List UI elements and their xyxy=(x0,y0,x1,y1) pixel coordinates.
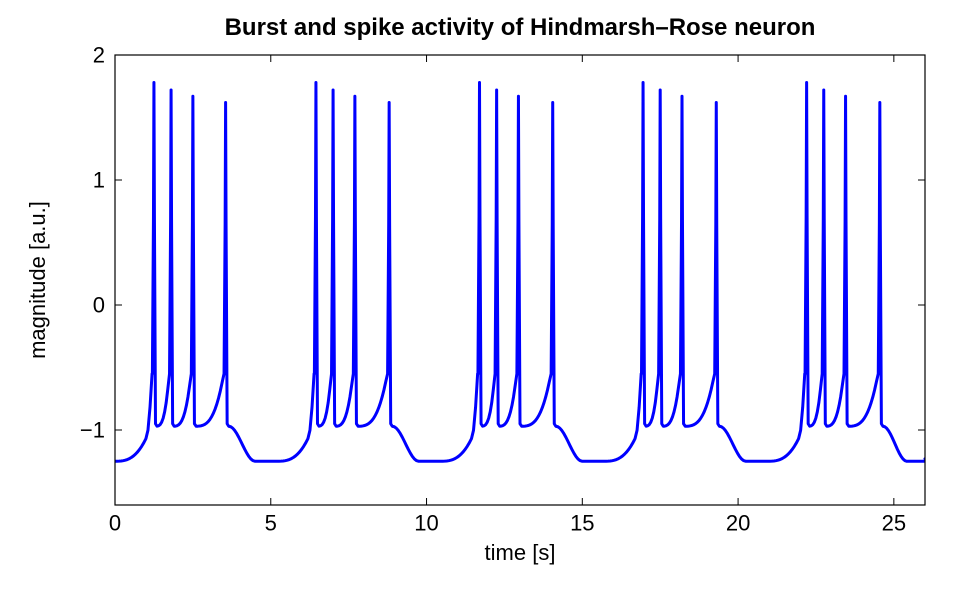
chart-title: Burst and spike activity of Hindmarsh–Ro… xyxy=(225,14,816,41)
x-axis-label: time [s] xyxy=(485,540,556,565)
chart-container: 0 5 10 15 20 25 −1 0 1 2 Burst and spike activity … xyxy=(0,0,953,600)
x-tick-label: 5 xyxy=(265,510,277,535)
y-tick-label: 1 xyxy=(93,168,105,193)
x-tick-label: 25 xyxy=(882,510,906,535)
y-axis-label: magnitude [a.u.] xyxy=(25,201,50,359)
x-tick-label: 10 xyxy=(414,510,438,535)
x-tick-label: 15 xyxy=(570,510,594,535)
x-tick-label: 20 xyxy=(726,510,750,535)
y-tick-label: −1 xyxy=(80,418,105,443)
y-tick-label: 0 xyxy=(93,293,105,318)
x-tick-label: 0 xyxy=(109,510,121,535)
chart-svg: 0 5 10 15 20 25 −1 0 1 2 Burst and spike activity … xyxy=(0,0,953,600)
y-tick-label: 2 xyxy=(93,43,105,68)
